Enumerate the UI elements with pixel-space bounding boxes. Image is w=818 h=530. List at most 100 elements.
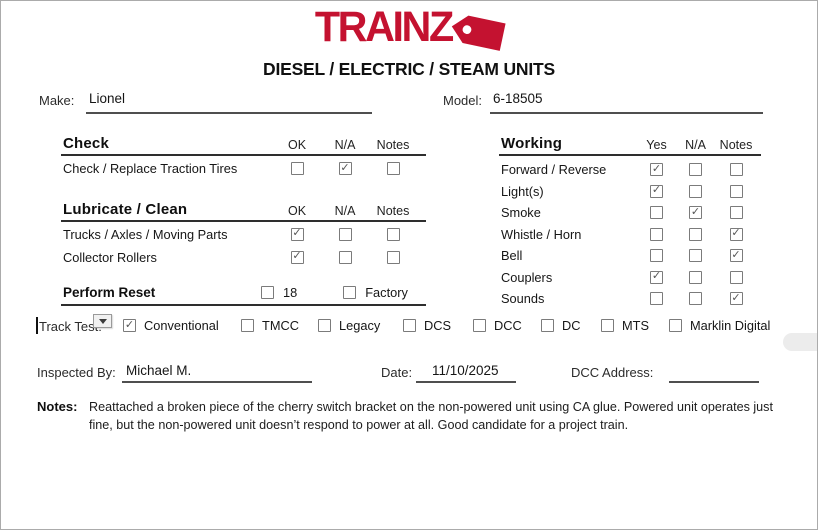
cb-bell-notes[interactable] xyxy=(729,249,743,263)
cb-bell-na[interactable] xyxy=(689,249,702,263)
model-field-value[interactable]: 6-18505 xyxy=(493,91,543,106)
cb-lights-yes[interactable] xyxy=(650,184,663,198)
cb-whistle-na[interactable] xyxy=(689,227,702,241)
row-label-trucks-axles: Trucks / Axles / Moving Parts xyxy=(63,226,228,242)
col-header-notes: Notes xyxy=(719,138,753,152)
model-field-line[interactable] xyxy=(490,112,763,114)
cb-tmcc[interactable] xyxy=(241,319,254,332)
section-divider xyxy=(499,154,761,156)
table-row: Sounds xyxy=(499,288,761,310)
working-section: Working Yes N/A Notes Forward / Reverse … xyxy=(499,131,761,310)
option-label: DCC xyxy=(494,318,522,333)
cb-marklin[interactable] xyxy=(669,319,682,332)
cb-lights-na[interactable] xyxy=(689,184,702,198)
option-dcs: DCS xyxy=(403,318,451,333)
col-header-notes: Notes xyxy=(376,204,410,218)
cb-dc[interactable] xyxy=(541,319,554,332)
date-label: Date: xyxy=(381,365,413,380)
row-label-forward-reverse: Forward / Reverse xyxy=(501,162,607,178)
cb-dcc[interactable] xyxy=(473,319,486,332)
cb-conventional[interactable] xyxy=(123,319,136,332)
cb-traction-na[interactable] xyxy=(338,162,352,175)
make-field-line[interactable] xyxy=(86,112,372,114)
option-label: DC xyxy=(562,318,581,333)
cb-trucks-notes[interactable] xyxy=(386,227,400,241)
check-section: Check OK N/A Notes Check / Replace Tract… xyxy=(61,131,426,180)
row-label-collector-rollers: Collector Rollers xyxy=(63,249,157,265)
reset-factory-label: Factory xyxy=(365,285,408,300)
option-dcc: DCC xyxy=(473,318,522,333)
cb-reset-factory[interactable] xyxy=(343,286,357,299)
cb-sounds-na[interactable] xyxy=(689,292,702,306)
inspected-by-value[interactable]: Michael M. xyxy=(126,363,192,378)
cb-forward-yes[interactable] xyxy=(650,163,663,177)
cb-rollers-ok[interactable] xyxy=(290,250,304,264)
date-value[interactable]: 11/10/2025 xyxy=(432,363,499,378)
option-legacy: Legacy xyxy=(318,318,380,333)
table-row: Bell xyxy=(499,245,761,267)
cb-legacy[interactable] xyxy=(318,319,331,332)
row-label-smoke: Smoke xyxy=(501,205,541,221)
col-header-na: N/A xyxy=(685,138,706,152)
cb-couplers-notes[interactable] xyxy=(729,270,743,284)
price-tag-icon xyxy=(450,11,506,55)
dropdown-button[interactable] xyxy=(93,314,112,328)
dcc-address-line[interactable] xyxy=(669,381,759,383)
cb-couplers-na[interactable] xyxy=(689,270,702,284)
option-dc: DC xyxy=(541,318,580,333)
cb-rollers-notes[interactable] xyxy=(386,250,400,264)
working-section-header: Working Yes N/A Notes xyxy=(499,131,761,152)
perform-reset-row: Perform Reset 18 Factory xyxy=(61,284,426,301)
cb-mts[interactable] xyxy=(601,319,614,332)
cb-couplers-yes[interactable] xyxy=(650,270,663,284)
row-label-sounds: Sounds xyxy=(501,291,545,307)
option-label: MTS xyxy=(622,318,650,333)
option-tmcc: TMCC xyxy=(241,318,299,333)
row-label-bell: Bell xyxy=(501,248,523,264)
table-row: Light(s) xyxy=(499,181,761,203)
cb-trucks-ok[interactable] xyxy=(290,227,304,241)
cb-sounds-notes[interactable] xyxy=(729,292,743,306)
cb-whistle-yes[interactable] xyxy=(650,227,663,241)
date-line[interactable] xyxy=(416,381,516,383)
row-label-traction-tires: Check / Replace Traction Tires xyxy=(63,161,238,176)
option-conventional: Conventional xyxy=(123,318,219,333)
model-field-label: Model: xyxy=(443,93,483,108)
make-field-label: Make: xyxy=(39,93,75,108)
col-header-ok: OK xyxy=(287,204,307,218)
col-header-na: N/A xyxy=(334,138,356,152)
col-header-ok: OK xyxy=(287,138,307,152)
edge-artifact xyxy=(783,333,817,351)
trainz-logo: TRAINZ xyxy=(1,6,817,58)
row-label-couplers: Couplers xyxy=(501,269,553,285)
perform-reset-title: Perform Reset xyxy=(63,285,156,300)
cb-smoke-na[interactable] xyxy=(689,206,702,220)
cb-forward-na[interactable] xyxy=(689,163,702,177)
cb-rollers-na[interactable] xyxy=(338,250,352,264)
cb-whistle-notes[interactable] xyxy=(729,227,743,241)
inspected-by-line[interactable] xyxy=(122,381,312,383)
table-row: Collector Rollers xyxy=(61,246,426,268)
cb-forward-notes[interactable] xyxy=(729,163,743,177)
cb-lights-notes[interactable] xyxy=(729,184,743,198)
cb-bell-yes[interactable] xyxy=(650,249,663,263)
cb-reset-18[interactable] xyxy=(261,286,274,299)
option-label: TMCC xyxy=(262,318,299,333)
cb-trucks-na[interactable] xyxy=(338,227,352,241)
notes-label: Notes: xyxy=(37,399,78,414)
dcc-address-label: DCC Address: xyxy=(571,365,654,380)
option-marklin-digital: Marklin Digital xyxy=(669,318,770,333)
cb-dcs[interactable] xyxy=(403,319,416,332)
cb-traction-notes[interactable] xyxy=(386,162,400,175)
cb-smoke-yes[interactable] xyxy=(650,206,663,220)
col-header-yes: Yes xyxy=(646,138,667,152)
cb-sounds-yes[interactable] xyxy=(650,292,663,306)
notes-text[interactable]: Reattached a broken piece of the cherry … xyxy=(89,400,773,432)
cb-smoke-notes[interactable] xyxy=(729,206,743,220)
lubricate-section-header: Lubricate / Clean OK N/A Notes xyxy=(61,197,426,218)
row-label-whistle-horn: Whistle / Horn xyxy=(501,226,582,242)
section-divider xyxy=(61,304,426,306)
cb-traction-ok[interactable] xyxy=(290,162,304,175)
make-field-value[interactable]: Lionel xyxy=(89,91,126,106)
